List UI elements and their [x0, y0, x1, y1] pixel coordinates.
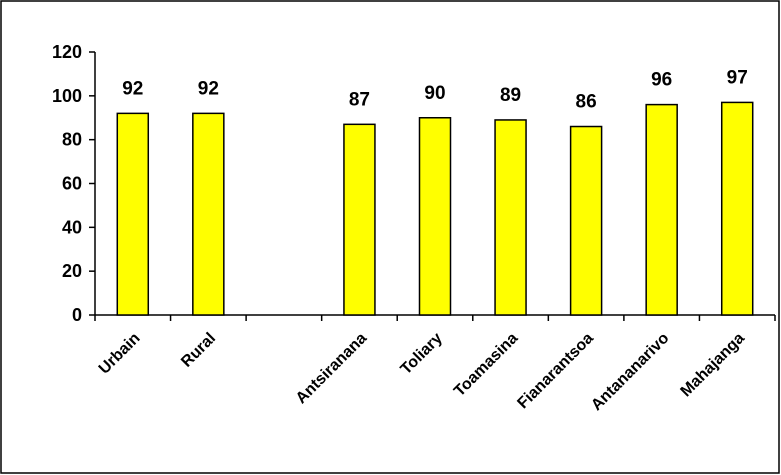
y-tick-label: 40	[62, 217, 82, 237]
data-label: 96	[651, 70, 672, 91]
data-label: 86	[576, 92, 597, 113]
y-tick-label: 0	[72, 305, 82, 325]
bar	[116, 112, 150, 316]
bar	[645, 103, 678, 316]
bar	[494, 119, 527, 316]
bar	[720, 101, 754, 316]
data-label: 89	[500, 85, 521, 106]
bar	[343, 123, 376, 316]
bar	[569, 125, 603, 316]
bar	[192, 112, 225, 316]
y-tick-label: 120	[52, 42, 82, 62]
y-tick-label: 20	[62, 261, 82, 281]
y-tick-label: 80	[62, 130, 82, 150]
data-label: 90	[424, 83, 445, 104]
y-tick-label: 60	[62, 174, 82, 194]
data-label: 87	[349, 89, 370, 110]
data-label: 97	[727, 67, 748, 88]
data-label: 92	[122, 78, 143, 99]
bar	[418, 117, 452, 316]
data-label: 92	[198, 78, 219, 99]
y-tick-label: 100	[52, 86, 82, 106]
